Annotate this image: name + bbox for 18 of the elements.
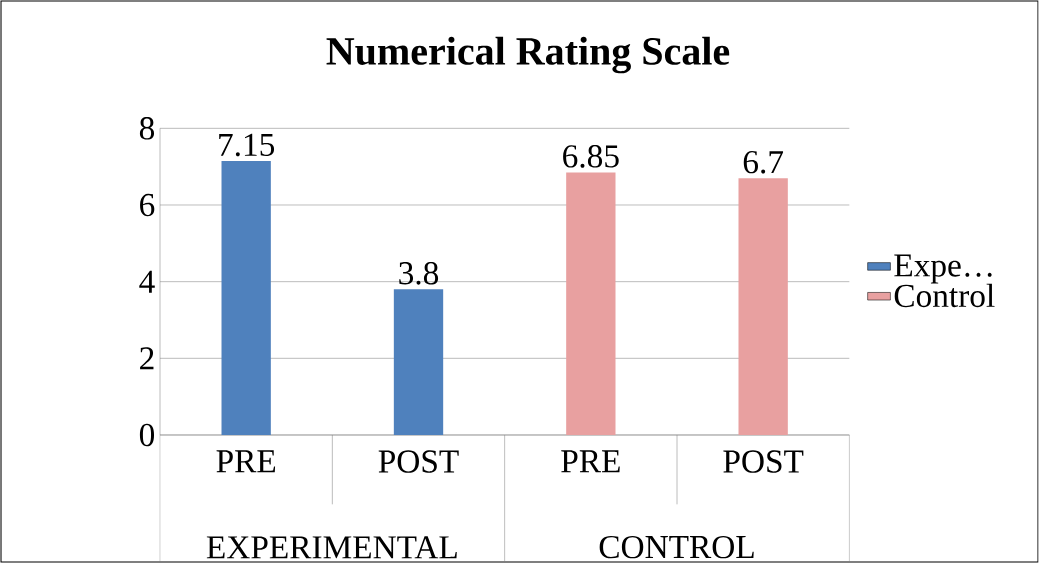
data-label: 7.15 <box>219 133 275 157</box>
data-label: 6.7 <box>743 150 784 174</box>
x-tick-label: POST <box>378 450 459 473</box>
x-tick-label: PRE <box>216 450 276 473</box>
x-tick-label: POST <box>723 450 804 473</box>
chart-title: Numerical Rating Scale <box>326 36 730 74</box>
text: EXPERIMENTAL <box>206 536 457 559</box>
data-label: 3.8 <box>399 261 439 285</box>
y-tick-label: 2 <box>140 347 154 370</box>
y-tick-label: 8 <box>139 117 155 140</box>
y-tick-label: 0 <box>139 423 155 447</box>
text: CONTROL <box>599 535 754 559</box>
y-tick-label: 4 <box>139 270 155 293</box>
y-tick-label: 6 <box>140 193 155 217</box>
x-tick-label: PRE <box>561 450 620 473</box>
data-label: 6.85 <box>563 145 619 168</box>
legend-label: Expe… <box>894 254 992 284</box>
legend-label: Control <box>894 283 995 308</box>
